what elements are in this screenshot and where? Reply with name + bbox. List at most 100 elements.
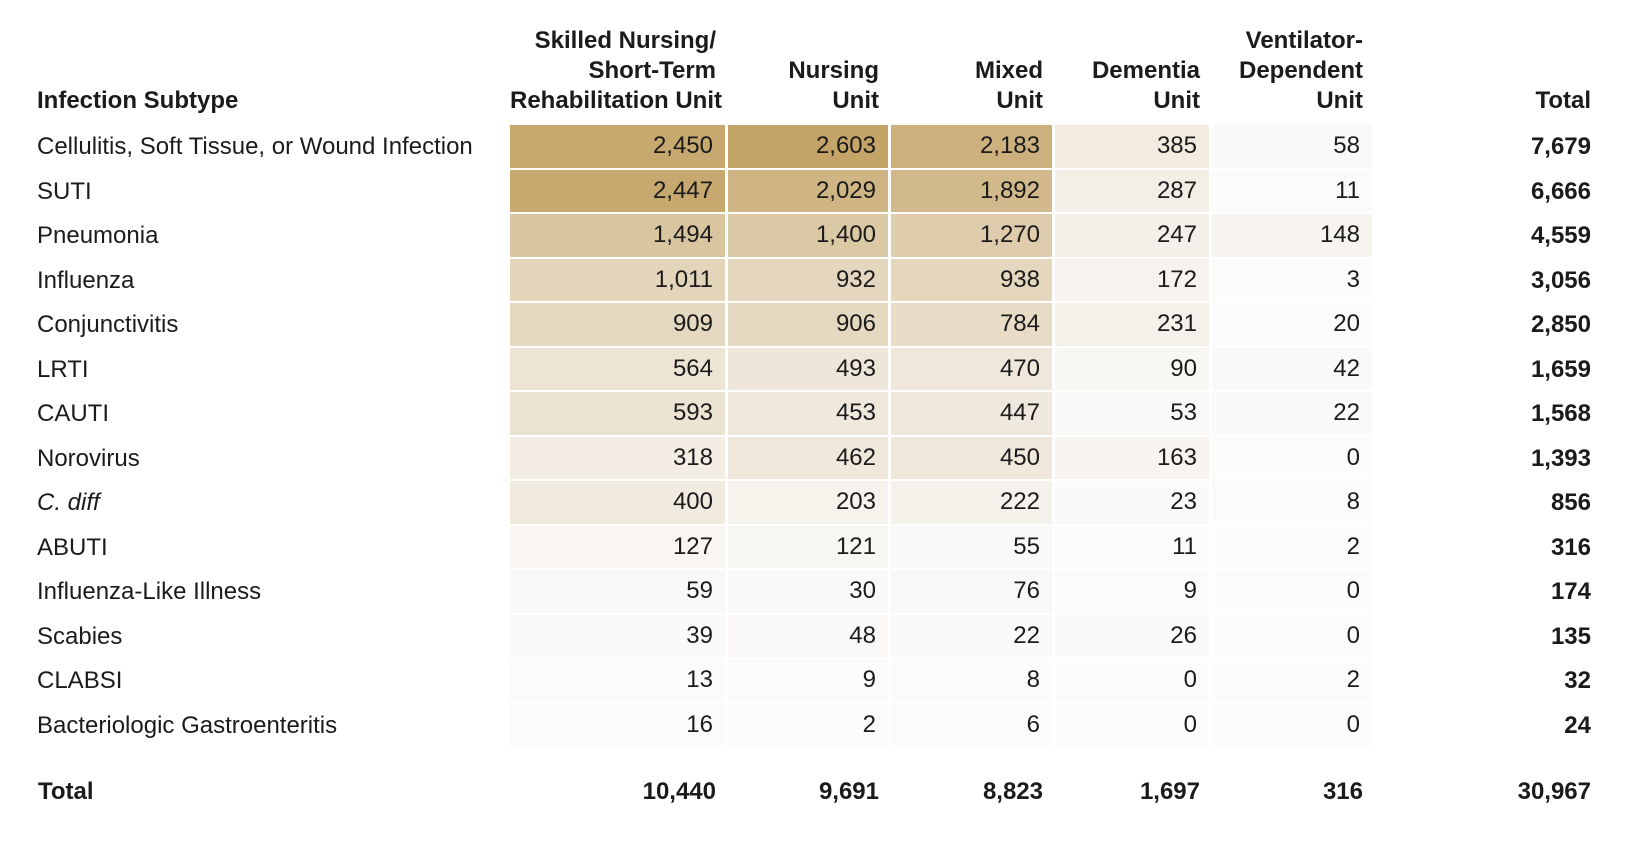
value-cell: 3 (1212, 258, 1375, 303)
value-cell: 1,011 (510, 258, 728, 303)
value-cell: 90 (1055, 347, 1212, 392)
value-cell: 121 (728, 525, 891, 570)
value-cell: 2,183 (891, 125, 1055, 170)
table-row: Norovirus 318 462 450 163 0 1,393 (37, 436, 1603, 481)
row-label: C. diff (37, 489, 100, 517)
row-label: Influenza (37, 266, 135, 294)
value-cell: 932 (728, 258, 891, 303)
column-header-unit-5: Ventilator- Dependent Unit (1238, 27, 1363, 114)
grand-total-cell: 30,967 (1517, 778, 1591, 805)
value-cell: 23 (1055, 481, 1212, 526)
row-total-cell: 3,056 (1530, 266, 1591, 294)
column-header-unit-3: Mixed Unit (974, 57, 1043, 114)
table-body: Cellulitis, Soft Tissue, or Wound Infect… (37, 125, 1603, 748)
value-cell: 564 (510, 347, 728, 392)
value-cell: 462 (728, 436, 891, 481)
row-label: Scabies (37, 622, 123, 650)
column-header-unit-2: Nursing Unit (788, 57, 879, 114)
value-cell: 203 (728, 481, 891, 526)
table-row: CLABSI 13 9 8 0 2 32 (37, 659, 1603, 704)
value-cell: 493 (728, 347, 891, 392)
value-cell: 906 (728, 303, 891, 348)
row-total-cell: 2,850 (1530, 311, 1591, 339)
row-label: ABUTI (37, 533, 108, 561)
value-cell: 450 (891, 436, 1055, 481)
value-cell: 318 (510, 436, 728, 481)
value-cell: 1,400 (728, 214, 891, 259)
value-cell: 400 (510, 481, 728, 526)
value-cell: 2 (728, 703, 891, 748)
value-cell: 1,892 (891, 169, 1055, 214)
value-cell: 127 (510, 525, 728, 570)
value-cell: 247 (1055, 214, 1212, 259)
value-cell: 222 (891, 481, 1055, 526)
value-cell: 0 (1212, 614, 1375, 659)
value-cell: 909 (510, 303, 728, 348)
value-cell: 0 (1055, 659, 1212, 704)
table-row: CAUTI 593 453 447 53 22 1,568 (37, 392, 1603, 437)
table-row: C. diff 400 203 222 23 8 856 (37, 481, 1603, 526)
column-total-cell: 9,691 (818, 778, 879, 805)
column-total-cell: 1,697 (1139, 778, 1200, 805)
value-cell: 172 (1055, 258, 1212, 303)
value-cell: 0 (1212, 570, 1375, 615)
value-cell: 26 (1055, 614, 1212, 659)
value-cell: 470 (891, 347, 1055, 392)
value-cell: 231 (1055, 303, 1212, 348)
value-cell: 48 (728, 614, 891, 659)
row-total-cell: 1,659 (1530, 355, 1591, 383)
table-total-row: Total 10,440 9,691 8,823 1,697 316 30,967 (37, 748, 1603, 813)
value-cell: 59 (510, 570, 728, 615)
value-cell: 148 (1212, 214, 1375, 259)
value-cell: 2 (1212, 525, 1375, 570)
value-cell: 2,029 (728, 169, 891, 214)
header-row: Infection Subtype Skilled Nursing/Short-T… (37, 26, 1603, 125)
value-cell: 13 (510, 659, 728, 704)
value-cell: 0 (1212, 703, 1375, 748)
table-row: Cellulitis, Soft Tissue, or Wound Infect… (37, 125, 1603, 170)
value-cell: 0 (1212, 436, 1375, 481)
value-cell: 9 (728, 659, 891, 704)
value-cell: 1,270 (891, 214, 1055, 259)
value-cell: 58 (1212, 125, 1375, 170)
row-total-cell: 856 (1550, 489, 1591, 517)
table-row: Scabies 39 48 22 26 0 135 (37, 614, 1603, 659)
row-total-cell: 174 (1550, 578, 1591, 606)
value-cell: 938 (891, 258, 1055, 303)
value-cell: 0 (1055, 703, 1212, 748)
infection-subtype-table: Infection Subtype Skilled Nursing/Short-T… (37, 26, 1603, 813)
value-cell: 22 (1212, 392, 1375, 437)
value-cell: 2 (1212, 659, 1375, 704)
table-row: Influenza-Like Illness 59 30 76 9 0 174 (37, 570, 1603, 615)
column-total-cell: 8,823 (982, 778, 1043, 805)
table-row: Conjunctivitis 909 906 784 231 20 2,850 (37, 303, 1603, 348)
value-cell: 20 (1212, 303, 1375, 348)
table-row: ABUTI 127 121 55 11 2 316 (37, 525, 1603, 570)
row-total-cell: 1,393 (1530, 444, 1591, 472)
value-cell: 287 (1055, 169, 1212, 214)
value-cell: 76 (891, 570, 1055, 615)
row-label: Bacteriologic Gastroenteritis (37, 711, 338, 739)
value-cell: 53 (1055, 392, 1212, 437)
value-cell: 2,450 (510, 125, 728, 170)
value-cell: 9 (1055, 570, 1212, 615)
row-label: LRTI (37, 355, 89, 383)
row-label: Conjunctivitis (37, 311, 179, 339)
value-cell: 6 (891, 703, 1055, 748)
value-cell: 2,447 (510, 169, 728, 214)
value-cell: 593 (510, 392, 728, 437)
value-cell: 22 (891, 614, 1055, 659)
row-label: SUTI (37, 177, 92, 205)
table-row: LRTI 564 493 470 90 42 1,659 (37, 347, 1603, 392)
total-row-label: Total (38, 778, 94, 805)
row-label: CAUTI (37, 400, 109, 428)
table-row: SUTI 2,447 2,029 1,892 287 11 6,666 (37, 169, 1603, 214)
value-cell: 784 (891, 303, 1055, 348)
column-header-total: Total (1535, 87, 1591, 114)
value-cell: 8 (1212, 481, 1375, 526)
value-cell: 39 (510, 614, 728, 659)
value-cell: 42 (1212, 347, 1375, 392)
row-total-cell: 6,666 (1530, 177, 1591, 205)
value-cell: 8 (891, 659, 1055, 704)
row-total-cell: 1,568 (1530, 400, 1591, 428)
